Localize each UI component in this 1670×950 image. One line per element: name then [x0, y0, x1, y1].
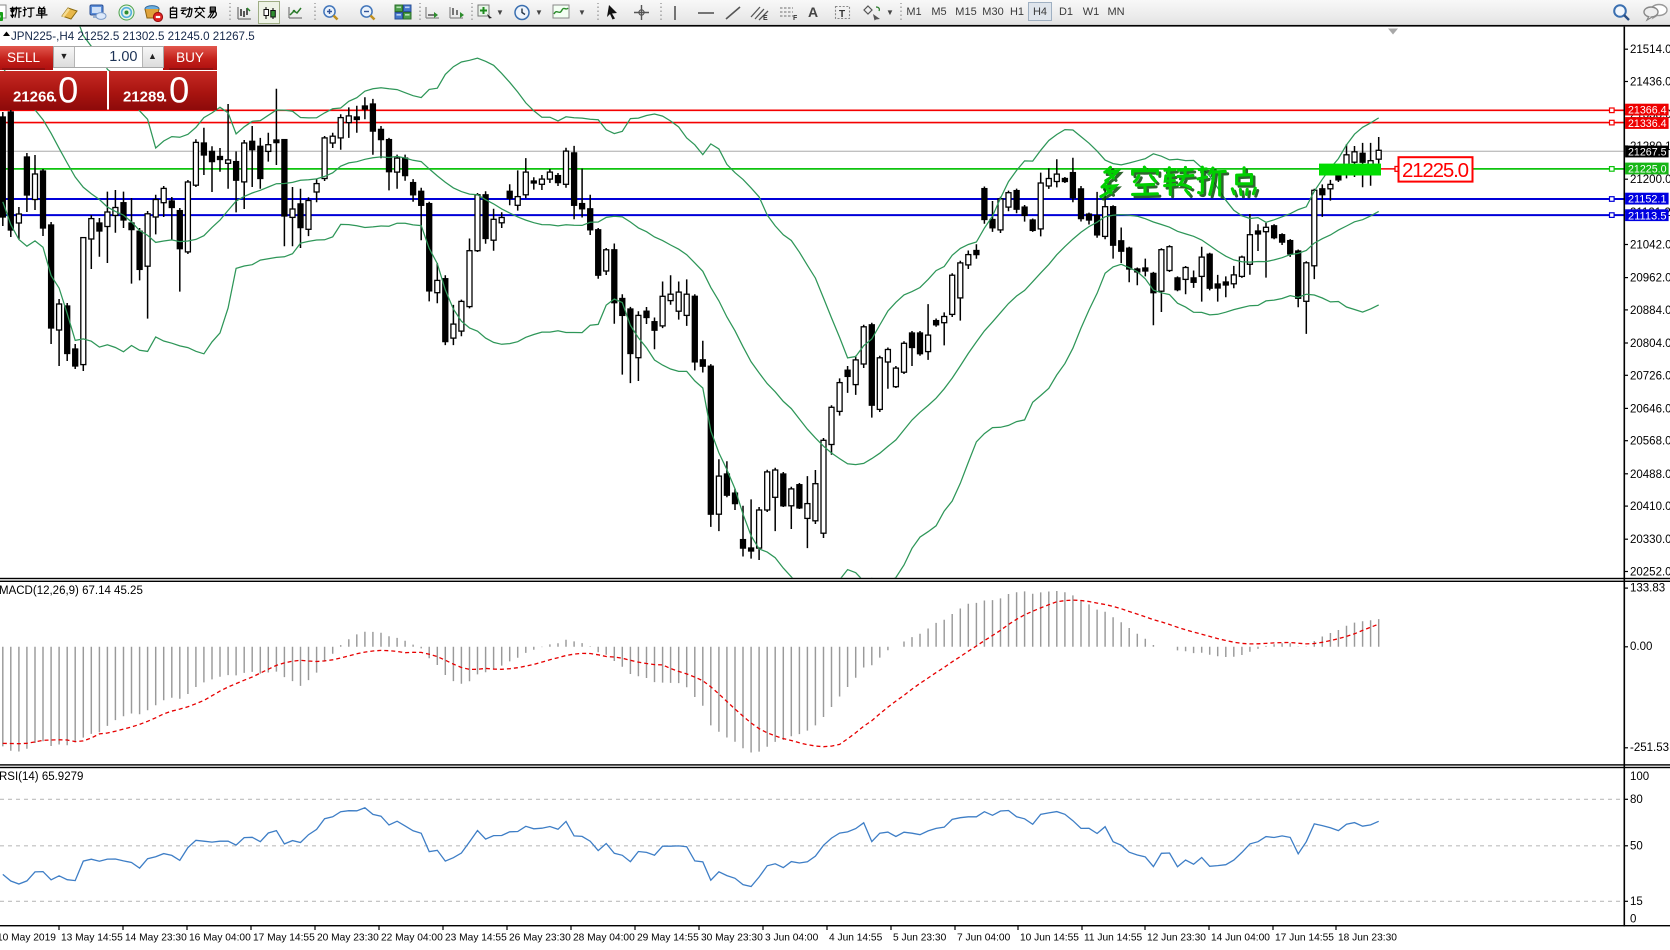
- svg-text:20804.0: 20804.0: [1630, 338, 1670, 350]
- svg-text:17 Jun 14:55: 17 Jun 14:55: [1275, 933, 1334, 944]
- svg-text:23 May 14:55: 23 May 14:55: [445, 933, 507, 944]
- svg-text:20410.0: 20410.0: [1630, 501, 1670, 513]
- svg-text:.: .: [53, 88, 57, 105]
- svg-text:20884.0: 20884.0: [1630, 305, 1670, 317]
- svg-text:0.00: 0.00: [1630, 641, 1652, 653]
- svg-text:17 May 14:55: 17 May 14:55: [253, 933, 315, 944]
- svg-text:14 Jun 04:00: 14 Jun 04:00: [1211, 933, 1270, 944]
- svg-text:21366.4: 21366.4: [1628, 105, 1667, 117]
- svg-text:11 Jun 14:55: 11 Jun 14:55: [1084, 933, 1142, 944]
- svg-text:21113.5: 21113.5: [1628, 210, 1667, 222]
- svg-text:0: 0: [1630, 914, 1636, 926]
- svg-text:RSI(14) 65.9279: RSI(14) 65.9279: [0, 771, 83, 783]
- svg-text:20488.0: 20488.0: [1630, 469, 1670, 481]
- svg-text:20252.0: 20252.0: [1630, 567, 1670, 579]
- svg-text:7 Jun 04:00: 7 Jun 04:00: [957, 933, 1011, 944]
- svg-text:18 Jun 23:30: 18 Jun 23:30: [1338, 933, 1397, 944]
- svg-text:JPN225-,H4 21252.5 21302.5 21: JPN225-,H4 21252.5 21302.5 21245.0 21267…: [11, 30, 255, 43]
- svg-text:21225.0: 21225.0: [1628, 164, 1667, 176]
- svg-text:-251.53: -251.53: [1630, 742, 1669, 754]
- svg-text:21436.0: 21436.0: [1630, 77, 1670, 89]
- svg-text:15: 15: [1630, 896, 1643, 908]
- svg-text:F: F: [793, 15, 798, 21]
- svg-text:3 Jun 04:00: 3 Jun 04:00: [765, 933, 819, 944]
- svg-text:50: 50: [1630, 841, 1643, 853]
- svg-text:21152.1: 21152.1: [1628, 194, 1667, 206]
- svg-text:5 Jun 23:30: 5 Jun 23:30: [893, 933, 947, 944]
- svg-text:13 May 14:55: 13 May 14:55: [61, 933, 123, 944]
- svg-text:21266: 21266: [13, 88, 55, 105]
- svg-text:0: 0: [58, 71, 78, 111]
- svg-text:20 May 23:30: 20 May 23:30: [317, 933, 379, 944]
- svg-text:20726.0: 20726.0: [1630, 370, 1670, 382]
- svg-text:.: .: [163, 88, 167, 105]
- svg-text:26 May 23:30: 26 May 23:30: [509, 933, 571, 944]
- svg-text:21336.4: 21336.4: [1628, 118, 1667, 130]
- svg-text:30 May 23:30: 30 May 23:30: [701, 933, 763, 944]
- svg-text:21289: 21289: [123, 88, 165, 105]
- svg-text:E: E: [763, 15, 768, 21]
- svg-text:133.83: 133.83: [1630, 583, 1665, 595]
- svg-text:20646.0: 20646.0: [1630, 403, 1670, 415]
- svg-text:20330.0: 20330.0: [1630, 534, 1670, 546]
- svg-text:T: T: [839, 9, 845, 20]
- svg-text:22 May 04:00: 22 May 04:00: [381, 933, 443, 944]
- svg-text:20962.0: 20962.0: [1630, 273, 1670, 285]
- svg-text:80: 80: [1630, 794, 1643, 806]
- svg-text:21042.0: 21042.0: [1630, 240, 1670, 252]
- svg-text:21225.0: 21225.0: [1402, 159, 1469, 182]
- svg-text:29 May 14:55: 29 May 14:55: [637, 933, 699, 944]
- svg-text:21200.0: 21200.0: [1630, 174, 1670, 186]
- svg-text:4 Jun 14:55: 4 Jun 14:55: [829, 933, 883, 944]
- svg-text:16 May 04:00: 16 May 04:00: [189, 933, 251, 944]
- svg-text:0: 0: [169, 71, 189, 111]
- svg-text:28 May 04:00: 28 May 04:00: [573, 933, 635, 944]
- svg-text:MACD(12,26,9) 67.14 45.25: MACD(12,26,9) 67.14 45.25: [0, 585, 143, 597]
- svg-text:21267.5: 21267.5: [1628, 147, 1667, 159]
- svg-text:14 May 23:30: 14 May 23:30: [125, 933, 187, 944]
- svg-text:21514.0: 21514.0: [1630, 44, 1670, 56]
- svg-text:10 May 2019: 10 May 2019: [0, 933, 56, 944]
- svg-text:12 Jun 23:30: 12 Jun 23:30: [1147, 933, 1206, 944]
- svg-text:20568.0: 20568.0: [1630, 436, 1670, 448]
- svg-text:100: 100: [1630, 771, 1649, 783]
- svg-text:10 Jun 14:55: 10 Jun 14:55: [1020, 933, 1079, 944]
